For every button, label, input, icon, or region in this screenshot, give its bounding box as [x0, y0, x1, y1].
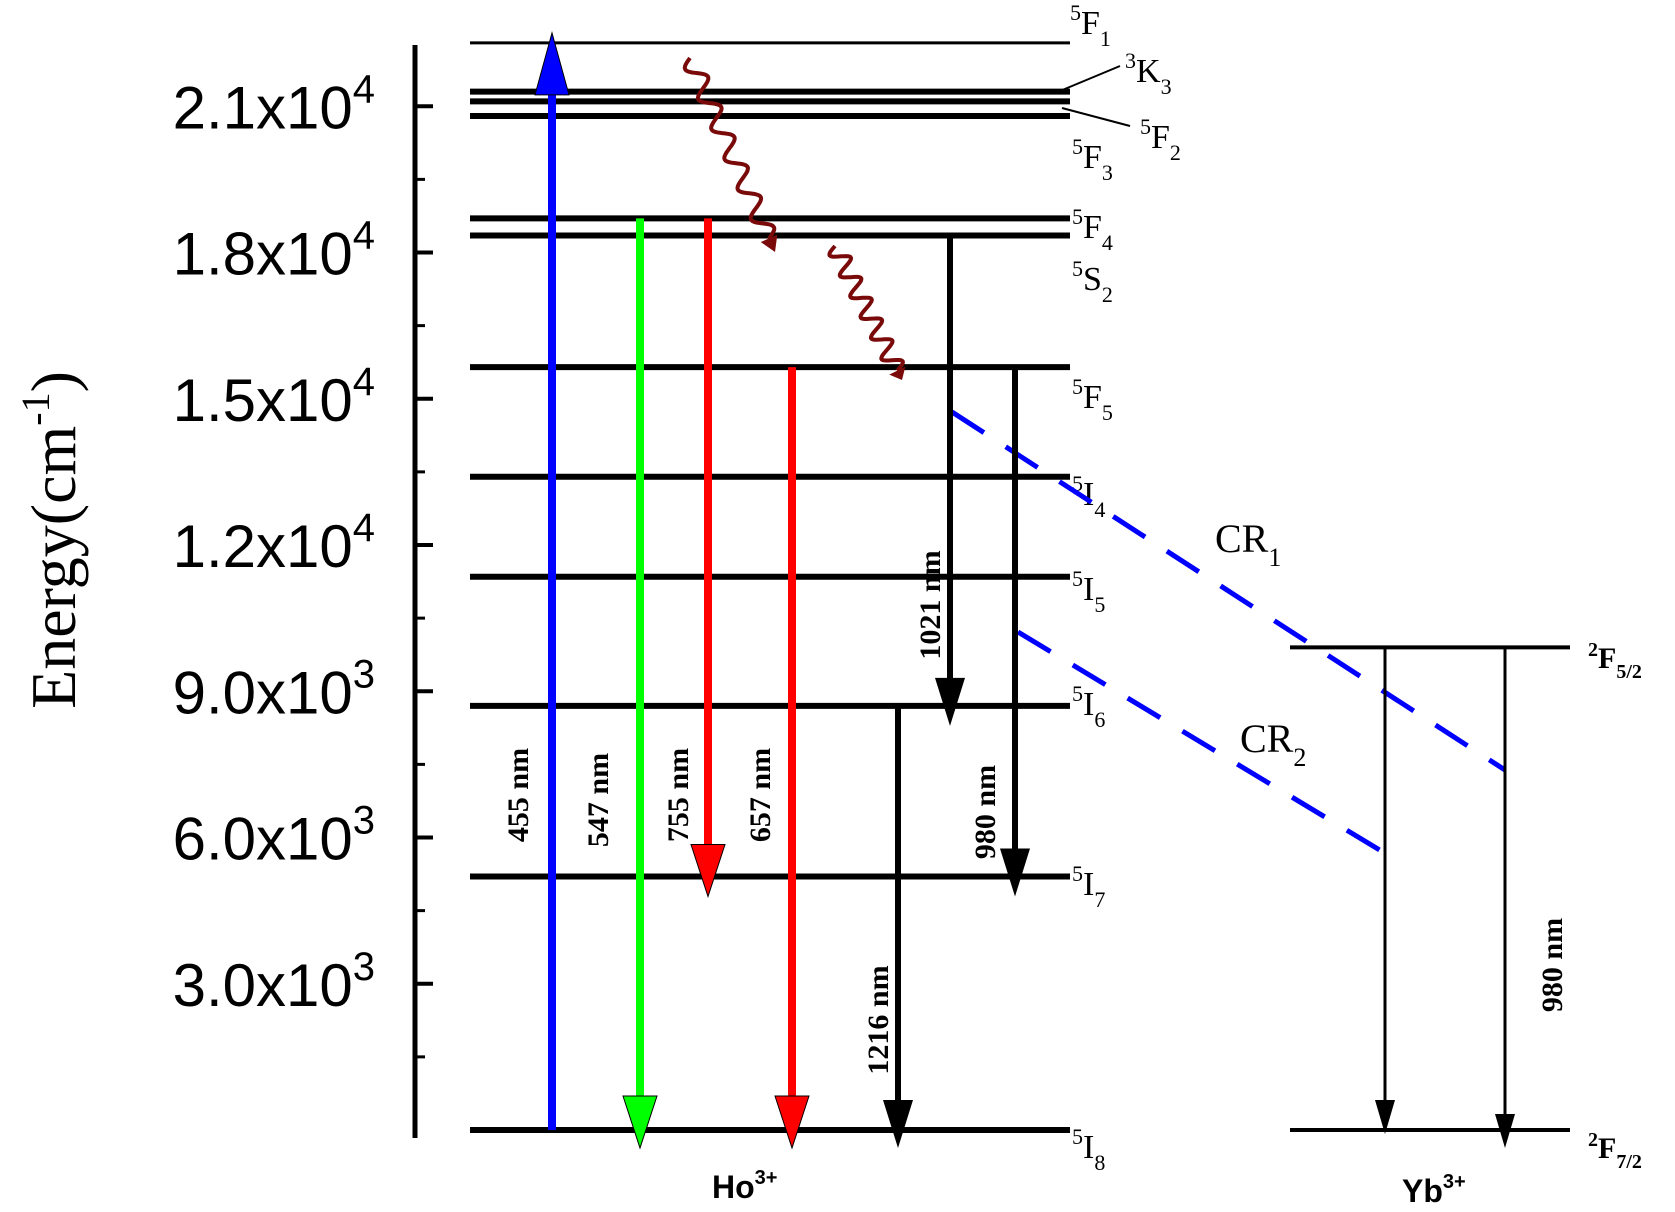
axis-tick-label: 1.5x104: [173, 360, 375, 434]
ho-ion-label: Ho3+: [712, 1167, 777, 1205]
nonradiative-arrow: [682, 56, 778, 252]
axis-tick-label: 3.0x103: [173, 945, 375, 1019]
cr2-line: [1016, 629, 1390, 858]
nonradiative-relaxations: [682, 56, 906, 380]
ho-level-label: 5F2: [1140, 114, 1181, 165]
ho-level-label: 5F4: [1072, 204, 1113, 255]
cr1-label: CR1: [1215, 516, 1281, 572]
yb-ion-label: Yb3+: [1402, 1171, 1466, 1209]
axis-title-superscript: -1: [13, 392, 58, 425]
transition-label: 1216 nm: [862, 965, 895, 1074]
ho-level-label: 5I8: [1072, 1124, 1105, 1175]
cr1-line: [950, 409, 1507, 773]
transition-label: 455 nm: [502, 748, 535, 842]
nonradiative-arrow: [827, 244, 906, 380]
ho-level-label: 5I5: [1072, 566, 1105, 617]
cross-relaxation-lines: [950, 409, 1507, 858]
transition-arrow: 980 nm: [1495, 647, 1569, 1148]
yb-energy-levels: 2F5/2 2F7/2: [1290, 639, 1642, 1173]
transition-arrow: 980 nm: [969, 367, 1030, 897]
axis-tick-label: 6.0x103: [173, 799, 375, 873]
yb-level-label: 2F7/2: [1588, 1129, 1642, 1173]
energy-axis: 3.0x103 6.0x103 9.0x103 1.2x104 1.5x104 1.8x1…: [173, 45, 433, 1138]
ho-level-label: 5F3: [1072, 134, 1113, 185]
axis-title: Energy(cm-1): [13, 371, 89, 709]
ho-level-label: 5I6: [1072, 681, 1105, 732]
transition-label: 980 nm: [969, 765, 1002, 859]
yb-level-label: 2F5/2: [1588, 639, 1642, 683]
ho-level-label: 5I4: [1072, 471, 1105, 522]
transition-arrow: 547 nm: [582, 218, 658, 1150]
transition-arrow: 657 nm: [744, 367, 810, 1150]
transition-label: 657 nm: [744, 748, 777, 842]
axis-tick-label: 9.0x103: [173, 652, 375, 726]
ho-level-label: 3K3: [1125, 48, 1172, 99]
leader-5f2: [1061, 107, 1131, 127]
radiative-transitions: 455 nm 547 nm 755 nm 657 nm 1216 nm 1021 nm 98…: [502, 30, 1569, 1150]
axis-tick-label: 1.8x104: [173, 214, 375, 288]
ho-level-label: 5F1: [1070, 0, 1111, 51]
transition-arrow: 755 nm: [662, 218, 726, 899]
transition-label: 980 nm: [1536, 918, 1569, 1012]
ho-level-label: 5I7: [1072, 861, 1105, 912]
yb-transfer-arrow: [1375, 647, 1395, 1134]
leader-3k3: [1059, 65, 1121, 92]
ho-level-label: 5S2: [1072, 256, 1113, 307]
transition-arrow: 1216 nm: [862, 705, 913, 1148]
axis-tick-label: 2.1x104: [173, 67, 375, 141]
transition-label: 1021 nm: [914, 550, 947, 659]
label-leader-lines: [1059, 65, 1131, 127]
transition-label: 547 nm: [582, 753, 615, 847]
transition-label: 755 nm: [662, 748, 695, 842]
transition-arrow: 455 nm: [502, 30, 570, 1130]
cr2-label: CR2: [1240, 716, 1306, 772]
axis-tick-label: 1.2x104: [173, 506, 375, 580]
ho-level-label: 5F5: [1072, 374, 1113, 425]
transition-arrow: 1021 nm: [914, 235, 965, 726]
